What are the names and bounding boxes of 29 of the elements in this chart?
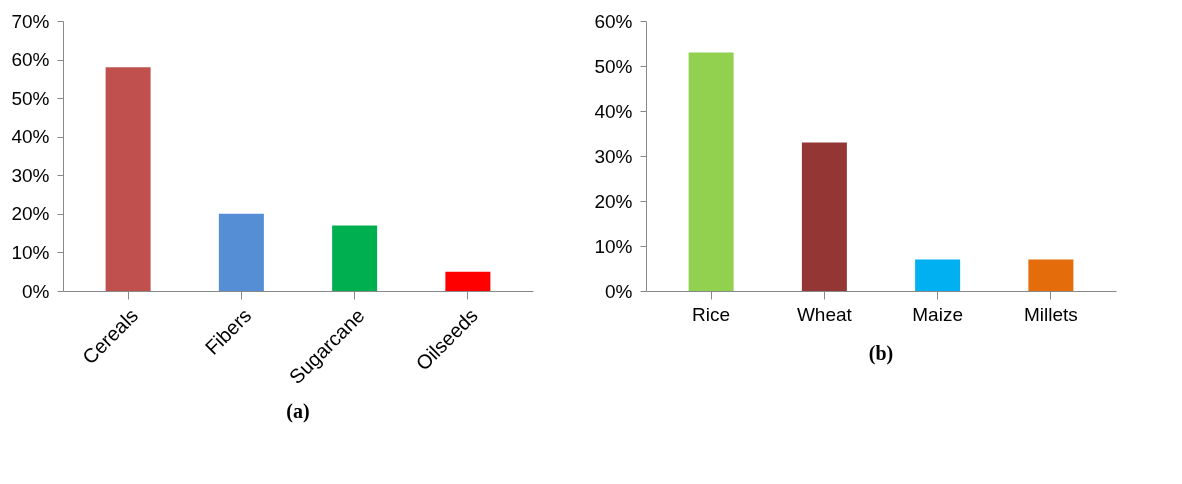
y-tick-label: 30% [11, 164, 50, 186]
y-tick-label: 0% [605, 280, 633, 302]
y-tick-label: 20% [11, 203, 50, 225]
bar [915, 259, 961, 291]
y-tick-label: 10% [11, 241, 50, 263]
y-tick-label: 50% [594, 55, 633, 77]
bar [688, 52, 734, 291]
bar [445, 271, 491, 291]
bar [218, 213, 264, 291]
y-tick-label: 10% [594, 235, 633, 257]
bar [1028, 259, 1074, 291]
bar [332, 225, 378, 291]
y-tick-label: 30% [594, 145, 633, 167]
y-tick-label: 50% [11, 87, 50, 109]
y-tick-label: 0% [22, 280, 50, 302]
x-tick-label: Millets [1023, 303, 1078, 325]
bar [105, 67, 151, 291]
y-tick-label: 40% [594, 100, 633, 122]
x-tick-label: Maize [912, 303, 963, 325]
bar [801, 142, 847, 291]
x-tick-label: Wheat [796, 303, 853, 325]
y-tick-label: 60% [594, 10, 633, 32]
y-tick-label: 70% [11, 10, 50, 32]
y-tick-label: 20% [594, 190, 633, 212]
x-tick-label: Rice [692, 303, 731, 325]
y-tick-label: 60% [11, 49, 50, 71]
text: (a) [286, 399, 310, 423]
y-tick-label: 40% [11, 126, 50, 148]
text: (b) [868, 342, 894, 365]
